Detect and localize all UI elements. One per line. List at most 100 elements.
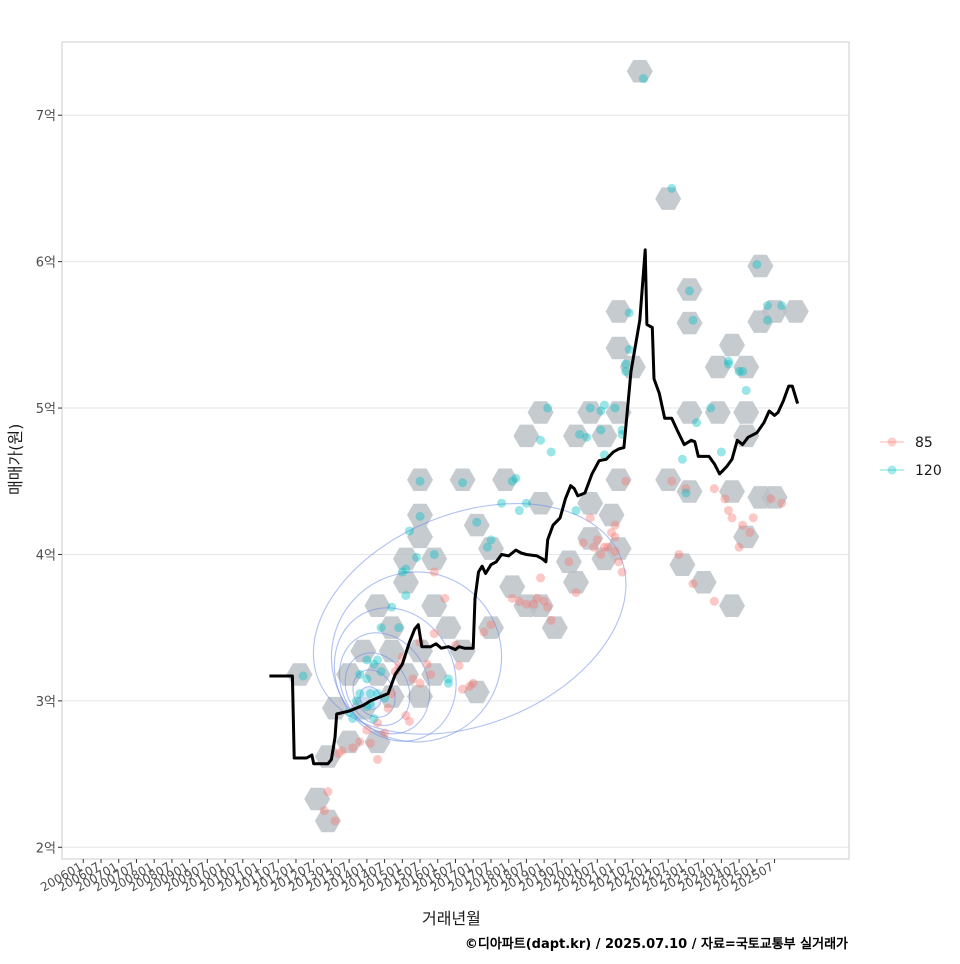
point-85: [709, 596, 719, 606]
point-85: [688, 579, 698, 589]
point-120: [412, 552, 422, 562]
x-axis: 2006012006072007012007072008012008072009…: [38, 859, 776, 895]
point-120: [734, 366, 744, 376]
point-85: [674, 549, 684, 559]
point-120: [777, 301, 787, 311]
hexbin: [304, 787, 331, 811]
point-120: [429, 549, 439, 559]
point-120: [394, 623, 404, 633]
hexbin: [407, 468, 433, 491]
point-120: [762, 315, 772, 325]
point-85: [479, 627, 489, 637]
hexbin: [555, 550, 582, 573]
point-120: [582, 432, 592, 442]
source-caption: ©디아파트(dapt.kr) / 2025.07.10 / 자료=국토교통부 실…: [465, 936, 848, 952]
hexbin: [407, 685, 433, 708]
point-85: [429, 629, 439, 639]
hexbin: [719, 480, 745, 503]
median-price-line: [269, 248, 800, 766]
hexbin: [598, 503, 625, 527]
hexbin: [761, 486, 788, 509]
point-120: [415, 511, 425, 521]
hexbin: [733, 401, 760, 424]
point-120: [738, 366, 748, 376]
hexbin: [577, 492, 604, 515]
y-tick-label: 3억: [36, 695, 56, 710]
point-85: [667, 476, 677, 486]
point-85: [766, 494, 776, 504]
point-120: [397, 567, 407, 577]
point-85: [734, 542, 744, 552]
point-85: [532, 593, 542, 603]
point-120: [716, 447, 726, 457]
point-85: [383, 703, 393, 713]
point-85: [415, 678, 425, 688]
point-85: [777, 498, 787, 508]
hexbin: [421, 547, 448, 571]
hexbin: [449, 468, 476, 491]
hexbin: [407, 525, 433, 549]
hexbin: [527, 401, 554, 424]
hexbin: [336, 730, 363, 754]
hexbin: [733, 525, 760, 549]
point-85: [738, 520, 748, 530]
point-85: [723, 506, 733, 516]
point-85: [528, 599, 538, 609]
point-85: [401, 711, 411, 721]
point-85: [599, 542, 609, 552]
point-120: [511, 473, 521, 483]
point-85: [365, 738, 375, 748]
point-120: [458, 478, 468, 488]
y-tick-label: 5억: [36, 402, 56, 417]
point-85: [546, 615, 556, 625]
y-tick-label: 7억: [36, 109, 56, 124]
point-85: [543, 602, 553, 612]
point-120: [752, 260, 762, 270]
density-contour: [344, 652, 411, 726]
point-85: [745, 527, 755, 537]
density-contour: [330, 571, 503, 743]
point-120: [443, 674, 453, 684]
hexbin: [364, 594, 391, 617]
point-120: [443, 678, 453, 688]
point-85: [507, 593, 517, 603]
point-120: [610, 403, 620, 413]
hexbin: [669, 553, 696, 576]
point-120: [521, 498, 531, 508]
hexbin: [747, 254, 774, 278]
point-120: [692, 418, 702, 428]
hexbin: [541, 616, 568, 639]
point-85: [337, 746, 347, 756]
hexbin: [463, 513, 490, 537]
point-85: [610, 547, 620, 557]
point-120: [348, 713, 358, 723]
point-120: [681, 488, 691, 498]
hexbin: [336, 663, 363, 686]
point-120: [585, 403, 595, 413]
point-120: [514, 506, 524, 516]
point-120: [387, 602, 397, 612]
legend-key-120: [887, 465, 897, 475]
hexbin: [392, 571, 419, 594]
point-85: [465, 681, 475, 691]
point-120: [723, 359, 733, 369]
hexbin: [676, 480, 703, 503]
median-price-line-layer: [269, 248, 800, 766]
point-120: [404, 526, 414, 536]
hexbin: [364, 663, 391, 686]
hexbin: [704, 401, 731, 424]
point-85: [564, 557, 574, 567]
hexbin: [704, 355, 731, 379]
point-120: [741, 385, 751, 395]
hexbin: [314, 809, 341, 833]
hexbin: [421, 594, 448, 617]
point-85: [458, 684, 468, 694]
hexbin: [492, 468, 519, 491]
point-85: [606, 527, 616, 537]
point-85: [596, 549, 606, 559]
point-85: [617, 567, 627, 577]
point-85: [355, 737, 365, 747]
point-120: [621, 359, 631, 369]
